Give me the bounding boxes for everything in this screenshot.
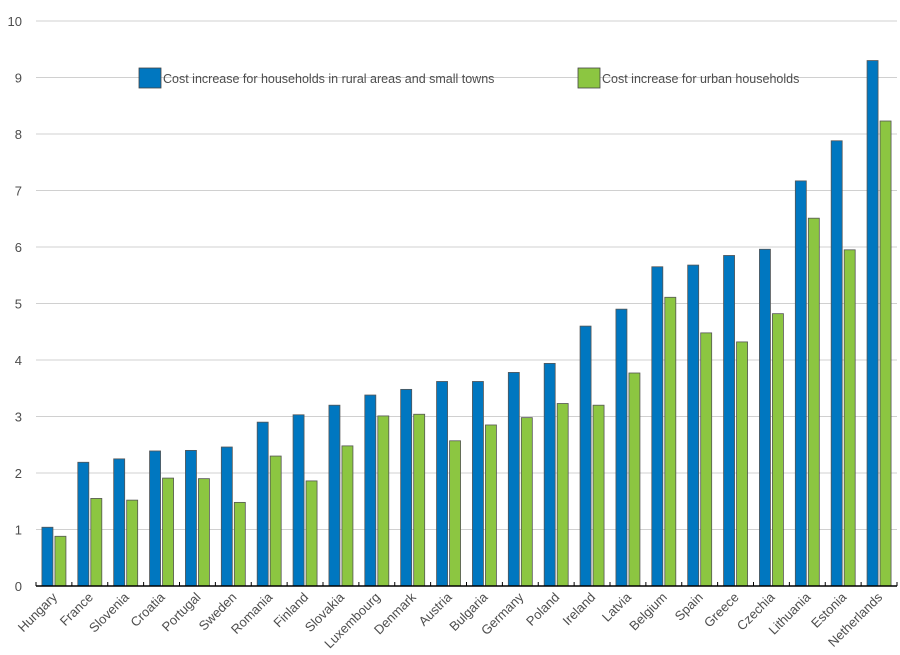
bar-rural xyxy=(830,140,843,587)
x-tick-label: Belgium xyxy=(626,590,670,634)
bar-rural xyxy=(256,421,269,587)
x-tick-label: Ireland xyxy=(559,590,598,629)
bar-urban xyxy=(54,535,67,587)
bar-urban xyxy=(90,498,103,587)
legend: Cost increase for households in rural ar… xyxy=(138,67,799,89)
y-tick-label: 7 xyxy=(15,184,22,199)
bar-urban xyxy=(126,499,139,587)
y-tick-label: 3 xyxy=(15,410,22,425)
x-tick-label: Hungary xyxy=(15,589,61,635)
bar-rural xyxy=(220,446,233,587)
y-tick-label: 0 xyxy=(15,579,22,594)
bar-urban xyxy=(377,415,390,587)
legend-swatch-rural xyxy=(138,67,162,89)
bar-rural xyxy=(149,450,161,587)
bar-urban xyxy=(700,332,713,587)
y-tick-label: 2 xyxy=(15,466,22,481)
bar-rural xyxy=(579,325,592,587)
y-tick-label: 9 xyxy=(15,71,22,86)
bar-urban xyxy=(843,249,856,587)
bar-urban xyxy=(305,480,318,587)
bar-urban xyxy=(879,120,892,587)
y-tick-label: 5 xyxy=(15,297,22,312)
y-tick-label: 8 xyxy=(15,127,22,142)
bar-urban xyxy=(628,372,641,587)
bar-urban xyxy=(485,424,497,587)
bar-urban xyxy=(664,296,677,587)
bar-rural xyxy=(687,264,700,587)
bar-rural xyxy=(400,388,413,587)
y-tick-label: 6 xyxy=(15,240,22,255)
y-tick-label: 10 xyxy=(8,14,22,29)
bars xyxy=(41,60,892,587)
bar-urban xyxy=(413,413,426,587)
bar-rural xyxy=(328,404,341,587)
bar-urban xyxy=(449,440,461,587)
bar-urban xyxy=(736,341,748,587)
x-tick-label: Portugal xyxy=(159,589,204,634)
bar-urban xyxy=(556,403,569,587)
y-axis-ticks: 0 1 2 3 4 5 6 7 8 9 10 xyxy=(8,14,22,594)
bar-rural xyxy=(866,60,879,587)
y-tick-label: 1 xyxy=(15,523,22,538)
bar-urban xyxy=(592,404,605,587)
x-axis-labels: HungaryFranceSloveniaCroatiaPortugalSwed… xyxy=(15,589,886,651)
bar-urban xyxy=(772,313,784,587)
bar-rural xyxy=(472,381,484,587)
bar-rural xyxy=(364,394,377,587)
bar-urban xyxy=(233,501,246,587)
bar-rural xyxy=(723,255,735,587)
gridlines xyxy=(36,20,897,530)
bar-urban xyxy=(162,477,174,587)
x-axis xyxy=(35,582,898,587)
bar-urban xyxy=(198,478,210,587)
bar-rural xyxy=(759,248,771,587)
bar-urban xyxy=(807,217,820,587)
x-tick-label: Poland xyxy=(523,590,562,629)
bar-rural xyxy=(794,180,807,587)
bar-rural xyxy=(41,526,54,587)
bar-urban xyxy=(269,455,282,587)
bar-rural xyxy=(185,449,197,587)
legend-label-rural: Cost increase for households in rural ar… xyxy=(163,72,494,86)
y-tick-label: 4 xyxy=(15,353,22,368)
bar-rural xyxy=(292,414,305,587)
legend-swatch-urban xyxy=(577,67,601,89)
bar-urban xyxy=(520,417,533,587)
bar-rural xyxy=(651,266,664,587)
bar-rural xyxy=(436,381,448,587)
bar-rural xyxy=(507,372,520,587)
x-tick-label: Slovenia xyxy=(86,589,132,635)
bar-rural xyxy=(77,461,90,587)
bar-rural xyxy=(615,308,628,587)
bar-urban xyxy=(341,445,354,587)
bar-rural xyxy=(113,458,126,587)
bar-rural xyxy=(543,362,556,587)
legend-label-urban: Cost increase for urban households xyxy=(602,72,799,86)
